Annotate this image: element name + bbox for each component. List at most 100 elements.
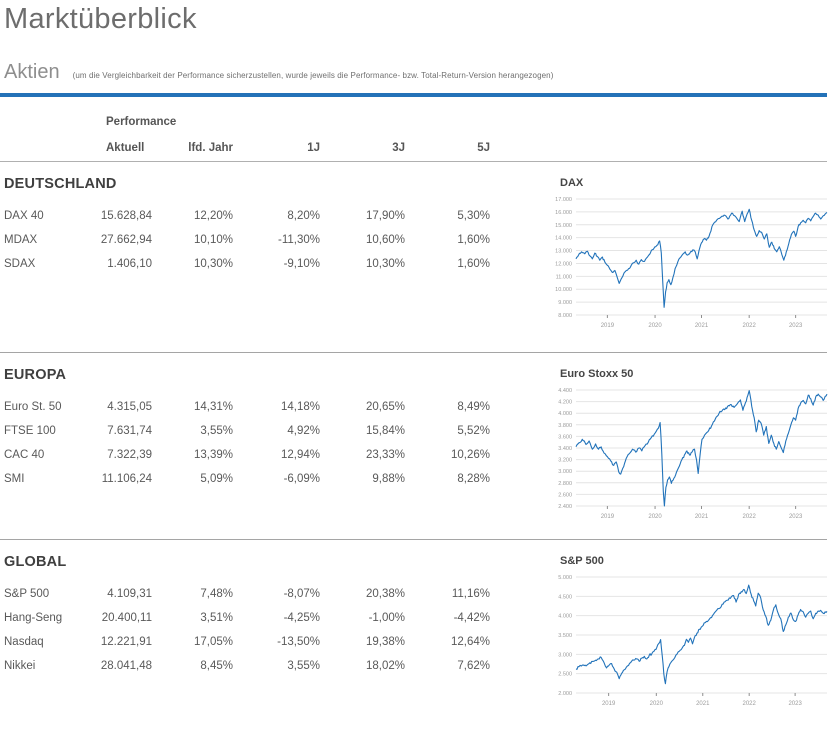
value-cell: 8,45% (200, 660, 233, 672)
value-cell: 18,02% (365, 660, 405, 672)
value-cell: 19,38% (365, 636, 405, 648)
x-axis-label: 2023 (788, 701, 802, 707)
table-row: SMI 11.106,24 5,09% -6,09% 9,88% 8,28% (0, 467, 541, 491)
value-cell: -8,07% (283, 588, 320, 600)
value-cell: 3,51% (200, 612, 233, 624)
column-header-5j: 5J (477, 142, 490, 154)
index-label: CAC 40 (4, 449, 45, 461)
value-cell: 17,90% (365, 210, 405, 222)
y-axis-label: 2.400 (558, 504, 572, 510)
line-chart: 2.000 2.500 3.000 3.500 4.000 4.500 5.000 2019 2… (558, 575, 828, 707)
x-axis-label: 2019 (601, 323, 615, 329)
value-cell: 20,38% (365, 588, 405, 600)
section-table: GLOBAL S&P 500 4.109,31 7,48% -8,07% 20,38% 11… (0, 540, 541, 743)
value-cell: 1,60% (457, 234, 490, 246)
table-row: Nasdaq 12.221,91 17,05% -13,50% 19,38% 12,64% (0, 630, 541, 654)
section-global: GLOBAL S&P 500 4.109,31 7,48% -8,07% 20,38% 11… (0, 540, 833, 743)
value-cell: 12,20% (193, 210, 233, 222)
section-name: DEUTSCHLAND (4, 176, 117, 192)
index-label: SDAX (4, 258, 36, 270)
x-axis-label: 2020 (650, 701, 664, 707)
y-axis-label: 3.000 (558, 652, 572, 658)
table-row: Hang-Seng 20.400,11 3,51% -4,25% -1,00% -4,42… (0, 606, 541, 630)
value-cell: 5,52% (457, 425, 490, 437)
y-axis-label: 3.400 (558, 446, 572, 452)
table-row: Nikkei 28.041,48 8,45% 3,55% 18,02% 7,62% (0, 654, 541, 678)
value-cell: 10,10% (193, 234, 233, 246)
performance-group-header: Performance (106, 116, 177, 128)
value-cell: 20,65% (365, 401, 405, 413)
index-label: FTSE 100 (4, 425, 56, 437)
value-cell: 9,88% (372, 473, 405, 485)
line-chart: 2.400 2.600 2.800 3.000 3.200 3.400 3.600 3.800… (558, 388, 828, 520)
value-cell: 7.322,39 (107, 449, 152, 461)
y-axis-label: 2.000 (558, 691, 572, 697)
line-chart: 8.000 9.000 10.000 11.000 12.000 13.000 14.000… (555, 197, 828, 329)
value-cell: 3,55% (200, 425, 233, 437)
x-axis-label: 2022 (743, 323, 757, 329)
value-cell: -4,42% (453, 612, 490, 624)
aktien-title: Aktien (4, 61, 60, 83)
index-label: S&P 500 (4, 588, 50, 600)
table-row: CAC 40 7.322,39 13,39% 12,94% 23,33% 10,26% (0, 443, 541, 467)
section-divider (0, 352, 827, 353)
aktien-subheader: Aktien (um die Vergleichbarkeit der Perf… (4, 61, 833, 84)
value-cell: 11,16% (451, 588, 490, 600)
value-cell: 10,26% (450, 449, 490, 461)
value-cell: 28.041,48 (100, 660, 152, 672)
index-label: Nasdaq (4, 636, 44, 648)
value-cell: 17,05% (193, 636, 233, 648)
chart-title: Euro Stoxx 50 (560, 368, 634, 380)
y-axis-label: 4.000 (558, 411, 572, 417)
chart-title: DAX (560, 177, 584, 189)
price-line (575, 208, 828, 308)
value-cell: 15,84% (365, 425, 405, 437)
accent-bar (0, 93, 827, 97)
value-cell: 8,20% (287, 210, 320, 222)
y-axis-label: 5.000 (558, 575, 572, 581)
value-cell: 10,30% (365, 258, 405, 270)
y-axis-label: 2.800 (558, 481, 572, 487)
y-axis-label: 3.200 (558, 458, 572, 464)
sections-container: DEUTSCHLAND DAX 40 15.628,84 12,20% 8,20% 17,… (0, 162, 833, 743)
value-cell: 14,31% (193, 401, 233, 413)
x-axis-label: 2021 (695, 323, 709, 329)
x-axis-label: 2020 (648, 514, 662, 520)
table-row: MDAX 27.662,94 10,10% -11,30% 10,60% 1,60% (0, 228, 541, 252)
x-axis-label: 2022 (743, 701, 757, 707)
table-header: Performance Aktuell lfd. Jahr 1J 3J 5J (0, 109, 833, 161)
x-axis-label: 2023 (789, 323, 803, 329)
value-cell: -11,30% (278, 234, 320, 246)
y-axis-label: 11.000 (556, 274, 572, 280)
value-cell: -6,09% (283, 473, 320, 485)
section-deutschland: DEUTSCHLAND DAX 40 15.628,84 12,20% 8,20% 17,… (0, 162, 833, 352)
x-axis-label: 2022 (743, 514, 757, 520)
table-row: FTSE 100 7.631,74 3,55% 4,92% 15,84% 5,52% (0, 419, 541, 443)
y-axis-label: 17.000 (555, 197, 572, 203)
column-header-3j: 3J (392, 142, 405, 154)
page-title: Marktüberblick (4, 3, 197, 35)
x-axis-label: 2021 (695, 514, 709, 520)
section-table: EUROPA Euro St. 50 4.315,05 14,31% 14,18% 20,… (0, 353, 541, 539)
value-cell: 5,30% (457, 210, 490, 222)
index-label: DAX 40 (4, 210, 44, 222)
value-cell: 7.631,74 (107, 425, 152, 437)
section-chart: S&P 500 2.000 2.500 3.000 3.500 4.000 4.500 5.0… (541, 540, 833, 743)
value-cell: 3,55% (287, 660, 320, 672)
section-chart: Euro Stoxx 50 2.400 2.600 2.800 3.000 3.200 3.… (541, 353, 833, 539)
table-row: Euro St. 50 4.315,05 14,31% 14,18% 20,65% 8,4… (0, 395, 541, 419)
value-cell: 12.221,91 (100, 636, 152, 648)
x-axis-label: 2019 (601, 514, 615, 520)
value-cell: 23,33% (365, 449, 405, 461)
y-axis-label: 4.500 (558, 594, 572, 600)
table-row: S&P 500 4.109,31 7,48% -8,07% 20,38% 11,16% (0, 582, 541, 606)
y-axis-label: 2.500 (558, 672, 572, 678)
header-divider (0, 161, 827, 162)
value-cell: 14,18% (280, 401, 320, 413)
value-cell: 8,28% (457, 473, 490, 485)
header-spacer (4, 135, 90, 161)
y-axis-label: 3.500 (558, 633, 572, 639)
index-label: Hang-Seng (4, 612, 63, 624)
value-cell: 12,94% (280, 449, 320, 461)
